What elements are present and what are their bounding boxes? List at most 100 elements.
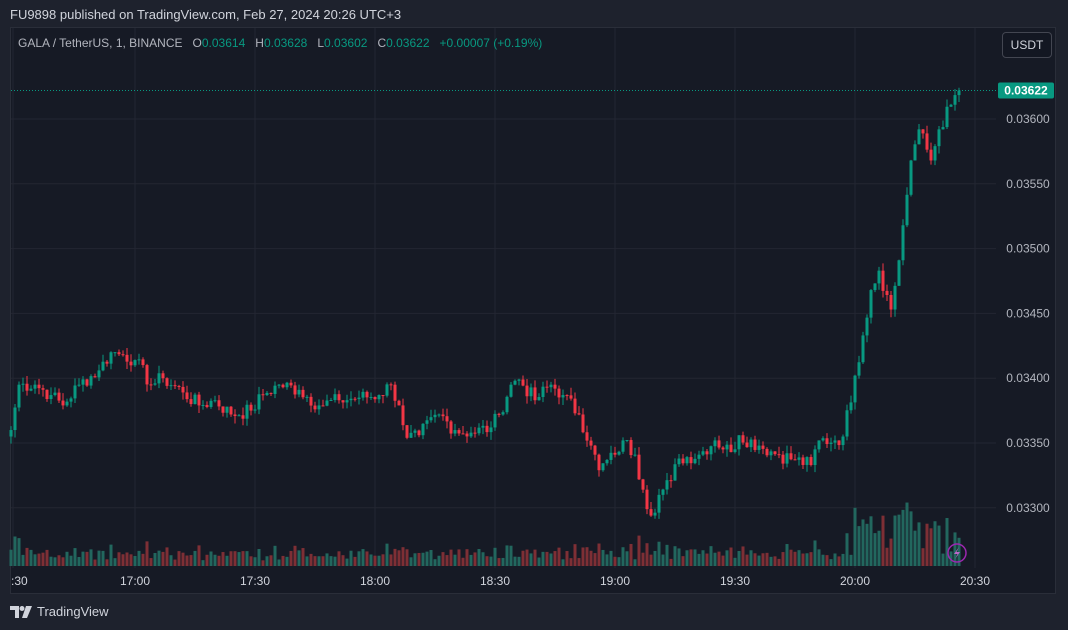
chart-panel[interactable]: [10, 27, 1056, 594]
footer-logo[interactable]: TradingView: [10, 604, 109, 619]
candle-body: [933, 146, 937, 161]
candle-body: [361, 391, 365, 398]
volume-bar: [25, 547, 29, 566]
candle-body: [925, 133, 929, 150]
price-tick: 0.03450: [1006, 306, 1050, 320]
volume-bar: [901, 509, 905, 566]
candle-body: [13, 407, 17, 431]
candle-body: [809, 457, 813, 466]
candle-body: [333, 394, 337, 401]
volume-bar: [377, 555, 381, 566]
candle-body: [217, 400, 221, 407]
candle-body: [901, 225, 905, 261]
candle-body: [325, 400, 329, 406]
candle-body: [689, 457, 693, 464]
candle-body: [845, 410, 849, 437]
lightning-icon[interactable]: [947, 543, 967, 563]
volume-bar: [665, 544, 669, 566]
candle-body: [761, 445, 765, 449]
candle-body: [321, 405, 325, 407]
volume-bar: [809, 552, 813, 566]
volume-bar: [537, 557, 541, 566]
low-value: 0.03602: [324, 36, 368, 50]
volume-bar: [373, 555, 377, 566]
candle-body: [61, 400, 65, 406]
candle-body: [913, 144, 917, 161]
candle-body: [21, 383, 25, 385]
volume-bar: [517, 556, 521, 566]
volume-bar: [825, 555, 829, 566]
candle-body: [681, 458, 685, 464]
time-tick: 20:00: [840, 574, 870, 588]
candle-body: [77, 384, 81, 386]
volume-bar: [761, 553, 765, 566]
volume-bar: [81, 551, 85, 566]
volume-bar: [781, 552, 785, 566]
volume-bar: [109, 544, 113, 566]
volume-bar: [369, 554, 373, 566]
time-tick: :30: [11, 574, 28, 588]
candle-body: [605, 459, 609, 464]
volume-bar: [457, 549, 461, 566]
volume-bar: [673, 546, 677, 566]
volume-bar: [717, 551, 721, 566]
candle-body: [37, 384, 41, 389]
volume-bars: [9, 502, 961, 566]
candle-body: [265, 392, 269, 396]
candle-body: [853, 375, 857, 403]
volume-bar: [405, 549, 409, 566]
candle-body: [149, 384, 153, 386]
volume-bar: [89, 549, 93, 566]
candle-body: [53, 392, 57, 396]
time-axis: :30 17:00 17:30 18:00 18:30 19:00 19:30 20:00 20…: [11, 574, 990, 588]
volume-bar: [161, 551, 165, 566]
volume-bar: [869, 516, 873, 566]
volume-bar: [97, 550, 101, 566]
volume-bar: [93, 559, 97, 566]
candle-body: [137, 359, 141, 361]
volume-bar: [733, 557, 737, 566]
candle-body: [509, 384, 513, 397]
volume-bar: [157, 550, 161, 566]
candle-body: [357, 397, 361, 400]
candle-body: [41, 388, 45, 390]
volume-bar: [789, 549, 793, 566]
candle-body: [561, 395, 565, 398]
price-tick: 0.03600: [1006, 112, 1050, 126]
candle-body: [241, 415, 245, 419]
high-value: 0.03628: [263, 36, 308, 50]
candle-body: [929, 149, 933, 161]
volume-bar: [577, 558, 581, 566]
candle-body: [257, 394, 261, 410]
volume-bar: [929, 528, 933, 566]
candle-body: [121, 354, 125, 356]
volume-bar: [473, 552, 477, 566]
volume-bar: [513, 556, 517, 566]
volume-bar: [353, 556, 357, 566]
candle-body: [113, 352, 117, 354]
volume-bar: [649, 554, 653, 566]
volume-bar: [793, 551, 797, 566]
volume-bar: [185, 555, 189, 566]
volume-bar: [425, 551, 429, 566]
volume-bar: [301, 548, 305, 566]
volume-bar: [341, 555, 345, 566]
candle-body: [821, 438, 825, 441]
candle-body: [813, 449, 817, 466]
volume-bar: [917, 522, 921, 566]
volume-bar: [73, 548, 77, 566]
volume-bar: [433, 559, 437, 566]
volume-bar: [785, 544, 789, 566]
currency-button[interactable]: USDT: [1002, 32, 1052, 58]
candle-body: [213, 400, 217, 402]
grid: [11, 28, 996, 568]
candle-body: [25, 383, 29, 391]
candle-body: [893, 285, 897, 310]
volume-bar: [181, 552, 185, 566]
symbol-name[interactable]: GALA / TetherUS, 1, BINANCE: [18, 36, 183, 50]
volume-bar: [241, 551, 245, 566]
volume-bar: [557, 547, 561, 566]
volume-bar: [481, 552, 485, 566]
volume-bar: [441, 552, 445, 566]
